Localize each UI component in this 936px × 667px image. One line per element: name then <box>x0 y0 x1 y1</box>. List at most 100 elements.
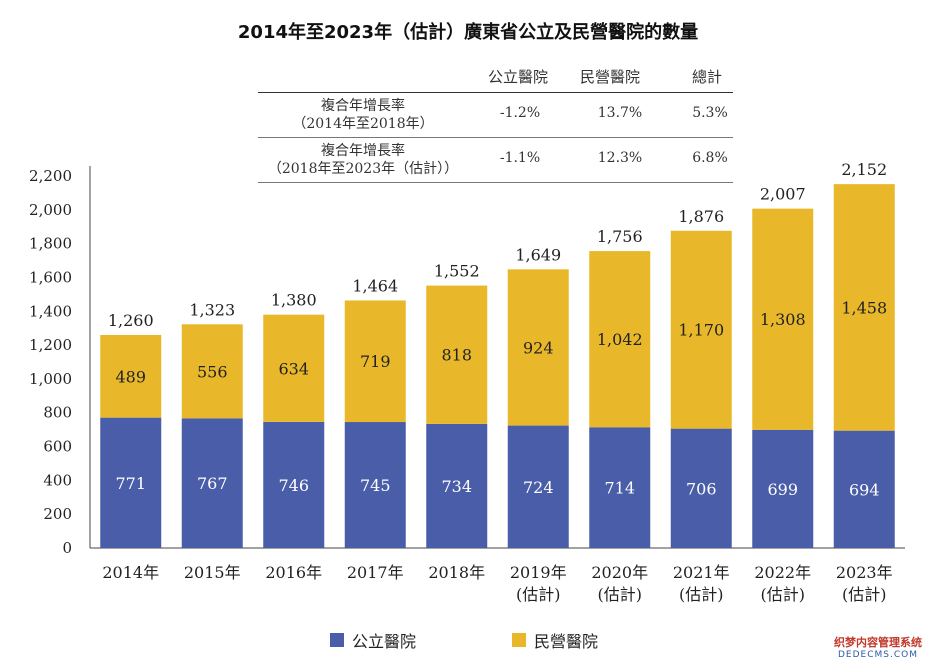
bar-public-label: 745 <box>360 476 391 495</box>
y-tick-label: 2,000 <box>29 201 72 219</box>
x-tick-label: 2023年 <box>836 563 893 582</box>
bar-total-label: 1,260 <box>108 311 154 330</box>
x-tick-label: 2017年 <box>347 563 404 582</box>
cagr-value: 12.3% <box>597 150 643 166</box>
cagr-row: 複合年增長率 （2014年至2018年） -1.2% 13.7% 5.3% <box>258 93 733 138</box>
bar-private-label: 634 <box>278 359 309 378</box>
cagr-value: -1.2% <box>499 105 541 121</box>
bar-total-label: 1,380 <box>271 291 317 310</box>
bar-private-label: 1,308 <box>760 310 806 329</box>
bar-private <box>833 184 895 431</box>
y-tick-label: 1,600 <box>29 268 72 286</box>
bar-private-label: 924 <box>523 338 554 357</box>
bar-private-label: 818 <box>441 346 472 365</box>
y-tick-label: 1,000 <box>29 370 72 388</box>
bar-private-label: 489 <box>115 367 146 386</box>
bar-private <box>752 208 814 430</box>
bar-public-label: 771 <box>115 474 146 493</box>
legend-label-private: 民營醫院 <box>534 632 599 651</box>
x-tick-label: (估計) <box>761 585 806 604</box>
watermark: 织梦内容管理系统 DEDECMS.COM <box>828 637 928 661</box>
bar-public-label: 699 <box>767 480 798 499</box>
y-tick-label: 2,200 <box>29 167 72 185</box>
bar-private-label: 556 <box>197 362 228 381</box>
legend-item-private: 民營醫院 <box>512 628 598 652</box>
bar-private-label: 1,458 <box>841 298 887 317</box>
bar-private <box>181 324 243 419</box>
bar-public <box>181 418 243 548</box>
cagr-row: 複合年增長率 （2018年至2023年（估計）） -1.1% 12.3% 6.8… <box>258 138 733 183</box>
cagr-header-public: 公立醫院 <box>488 68 549 86</box>
bar-public <box>344 422 406 548</box>
bar-private <box>589 251 651 428</box>
bar-private <box>263 314 325 422</box>
x-tick-label: 2014年 <box>102 563 159 582</box>
y-tick-label: 1,800 <box>29 235 72 253</box>
bar-public <box>833 430 895 548</box>
y-tick-label: 800 <box>43 404 72 422</box>
cagr-header: 公立醫院 民營醫院 總計 <box>258 62 733 93</box>
cagr-value: 6.8% <box>692 150 728 166</box>
bar-private <box>100 334 162 418</box>
bar-private <box>344 300 406 423</box>
bar-public-label: 734 <box>441 477 472 496</box>
cagr-row-label: 複合年增長率 （2014年至2018年） <box>292 98 434 132</box>
bar-public <box>589 427 651 548</box>
cagr-value: 5.3% <box>692 105 728 121</box>
bar-public-label: 767 <box>197 474 228 493</box>
legend-item-public: 公立醫院 <box>330 628 416 652</box>
bar-total-label: 1,876 <box>678 207 724 226</box>
bar-total-label: 1,649 <box>515 245 561 264</box>
bar-private-label: 1,170 <box>678 321 724 340</box>
cagr-header-total: 總計 <box>692 68 723 86</box>
x-tick-label: (估計) <box>598 585 643 604</box>
cagr-value: 13.7% <box>597 105 643 121</box>
legend-swatch-public <box>330 633 344 647</box>
legend-label-public: 公立醫院 <box>352 632 417 651</box>
bar-public <box>752 429 814 548</box>
x-tick-label: 2016年 <box>265 563 322 582</box>
x-tick-label: 2020年 <box>591 563 648 582</box>
x-tick-label: 2015年 <box>184 563 241 582</box>
bar-public-label: 714 <box>604 479 635 498</box>
bar-public-label: 724 <box>523 478 554 497</box>
bar-total-label: 1,756 <box>597 227 643 246</box>
y-tick-label: 1,400 <box>29 302 72 320</box>
bar-private <box>670 230 732 429</box>
x-tick-label: (估計) <box>679 585 724 604</box>
legend-swatch-private <box>512 633 526 647</box>
cagr-value: -1.1% <box>499 150 541 166</box>
chart-title: 2014年至2023年（估計）廣東省公立及民營醫院的數量 <box>237 22 699 43</box>
bar-public <box>670 428 732 548</box>
watermark-line1: 织梦内容管理系统 <box>834 636 922 649</box>
y-tick-label: 0 <box>62 539 72 557</box>
cagr-table: 公立醫院 民營醫院 總計 複合年增長率 （2014年至2018年） -1.2% … <box>258 62 733 183</box>
bar-total-label: 2,007 <box>760 185 806 204</box>
bar-public <box>507 425 569 548</box>
bar-total-label: 1,464 <box>352 276 398 295</box>
bar-private <box>426 285 488 424</box>
bar-total-label: 1,552 <box>434 262 480 281</box>
x-tick-label: (估計) <box>516 585 561 604</box>
bar-public-label: 706 <box>686 479 717 498</box>
y-tick-label: 1,200 <box>29 336 72 354</box>
bar-public-label: 746 <box>278 476 309 495</box>
bar-public-label: 694 <box>849 480 880 499</box>
y-tick-label: 400 <box>43 471 72 489</box>
x-tick-label: 2018年 <box>428 563 485 582</box>
x-tick-label: 2021年 <box>673 563 730 582</box>
x-tick-label: 2019年 <box>510 563 567 582</box>
bar-public <box>426 423 488 548</box>
cagr-row-label: 複合年增長率 （2018年至2023年（估計）） <box>267 143 459 177</box>
watermark-line2: DEDECMS.COM <box>838 650 918 660</box>
bar-public <box>100 417 162 548</box>
y-tick-label: 200 <box>43 505 72 523</box>
y-tick-label: 600 <box>43 438 72 456</box>
cagr-header-private: 民營醫院 <box>580 68 641 86</box>
bar-private-label: 719 <box>360 352 391 371</box>
bar-total-label: 1,323 <box>189 300 235 319</box>
bar-private <box>507 269 569 426</box>
bar-private-label: 1,042 <box>597 330 643 349</box>
bar-public <box>263 421 325 548</box>
